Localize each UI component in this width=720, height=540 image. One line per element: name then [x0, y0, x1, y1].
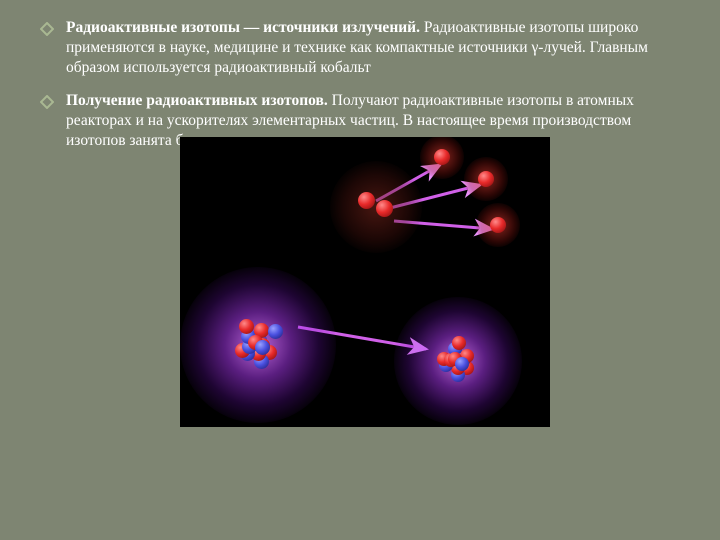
fission-arrow: [394, 221, 492, 229]
diagram-arrows-layer: [180, 137, 550, 427]
bullet-item-1: Радиоактивные изотопы — источники излуче…: [40, 18, 690, 77]
bullet-bold-1: Радиоактивные изотопы — источники излуче…: [66, 19, 420, 36]
nuclear-fission-diagram: [180, 137, 550, 427]
diamond-bullet-icon: [40, 22, 54, 36]
bullet-bold-2: Получение радиоактивных изотопов.: [66, 92, 328, 109]
fission-arrow: [298, 327, 426, 349]
bullet-text-1: Радиоактивные изотопы — источники излуче…: [66, 18, 690, 77]
diagram-container: [40, 137, 690, 427]
diamond-bullet-icon: [40, 95, 54, 109]
fission-arrow: [376, 165, 440, 201]
